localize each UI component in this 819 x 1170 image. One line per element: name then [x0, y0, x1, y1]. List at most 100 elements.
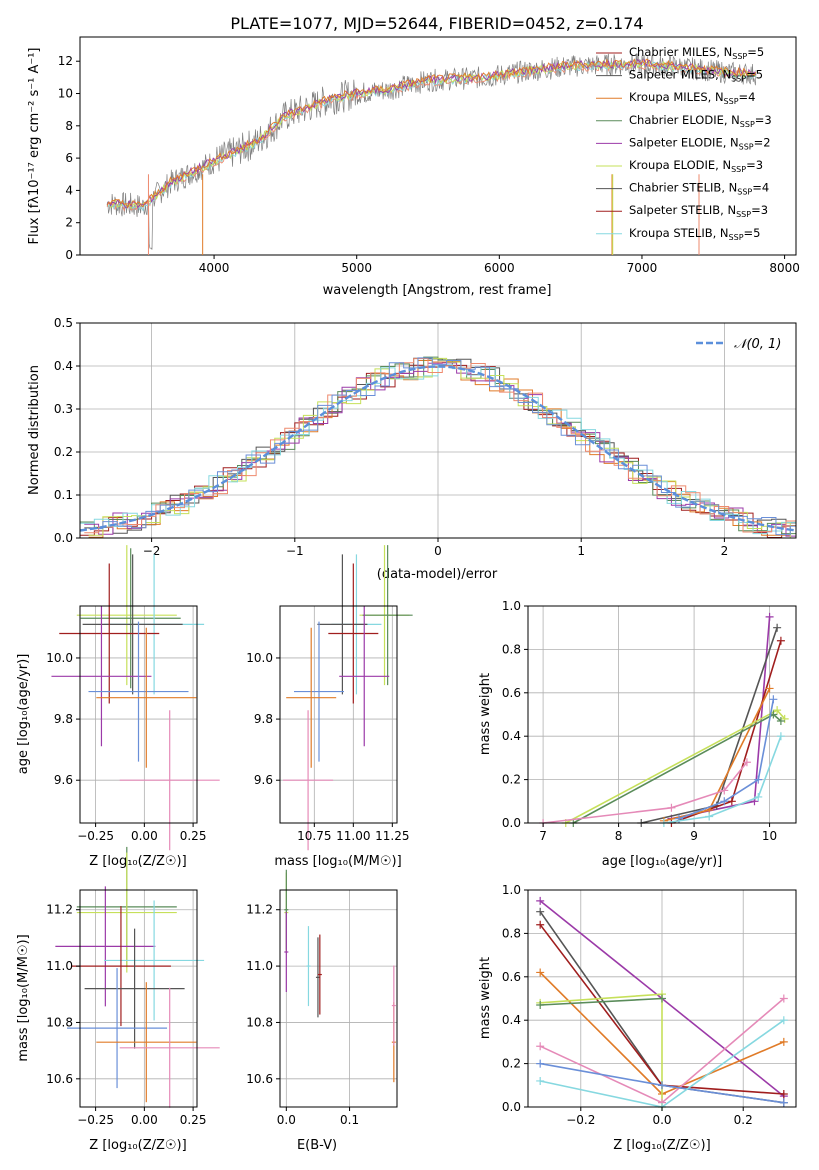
age-mass-ytick-label: 9.6	[254, 773, 273, 787]
model-spectrum-line	[106, 58, 757, 209]
mw-z-xtick-label: 0.0	[652, 1113, 671, 1127]
mass-ebv-ytick-label: 10.8	[246, 1015, 273, 1029]
spectrum-ytick-label: 12	[58, 54, 73, 68]
mass-ebv-ytick-label: 10.6	[246, 1072, 273, 1086]
mw-z-xtick-label: 0.2	[734, 1113, 753, 1127]
residual-xlabel: (data-model)/error	[377, 567, 498, 582]
mw-age-ytick-label: 0.8	[502, 642, 521, 656]
age-z-ytick-label: 9.6	[54, 773, 73, 787]
mw-z-point-marker	[536, 1042, 545, 1051]
spectrum-legend-label: Chabrier MILES, NSSP=5	[629, 45, 764, 61]
mass-z-ytick-label: 11.2	[46, 903, 73, 917]
mw-z-point-marker	[779, 1016, 788, 1025]
spectrum-legend-label: Kroupa STELIB, NSSP=5	[629, 226, 760, 242]
mw-age-ylabel: mass weight	[478, 673, 493, 755]
age-z-xtick-label: 0.00	[131, 829, 158, 843]
mw-age-series-line	[641, 627, 778, 824]
spectrum-legend-label: Salpeter MILES, NSSP=5	[629, 68, 763, 84]
mw-z-point-marker	[779, 1037, 788, 1046]
mass-ebv-axes-frame	[279, 889, 398, 1108]
normal-dist-legend-label: 𝒩(0, 1)	[734, 337, 781, 352]
age-z-axes-frame	[79, 605, 198, 824]
residual-ytick-label: 0.2	[54, 445, 73, 459]
mw-z-series-line	[540, 993, 663, 1107]
mw-age-xtick-label: 7	[539, 829, 547, 843]
age-z-xtick-label: −0.25	[77, 829, 114, 843]
residual-histogram-step	[84, 358, 796, 534]
mw-z-ytick-label: 1.0	[502, 883, 521, 897]
mass-z-ytick-label: 10.8	[46, 1015, 73, 1029]
mw-z-point-marker	[536, 1001, 545, 1010]
mw-age-point-marker	[765, 612, 774, 621]
mw-age-ytick-label: 0.4	[502, 729, 521, 743]
mw-age-point-marker	[667, 803, 676, 812]
mw-age-point-marker	[776, 717, 785, 726]
mass-weight-vs-age-panel: 7 8 9 10 0.0 0.2 0.4 0.6 0.8 1.0 age [log₁₀(age/y…	[478, 599, 797, 869]
age-mass-xlabel: mass [log₁₀(M/M☉)]	[274, 854, 401, 869]
mass-vs-metallicity-panel: −0.25 0.00 0.25 10.6 10.8 11.0 11.2 Z [log₁₀(Z…	[16, 846, 220, 1153]
mw-z-ytick-label: 0.6	[502, 970, 521, 984]
mw-age-ytick-label: 0.6	[502, 686, 521, 700]
mw-z-series-line	[540, 997, 663, 1006]
age-mass-axes-frame	[279, 605, 398, 824]
mass-weight-vs-metallicity-panel: −0.2 0.0 0.2 0.0 0.2 0.4 0.6 0.8 1.0 Z [log₁₀(Z/…	[478, 883, 797, 1153]
mw-z-point-marker	[536, 907, 545, 916]
mass-ebv-ytick-label: 11.0	[246, 959, 273, 973]
spectrum-xtick-label: 6000	[484, 261, 515, 275]
residual-histogram-step	[84, 357, 796, 534]
spectrum-xtick-label: 4000	[199, 261, 230, 275]
mass-ebv-xlabel: E(B-V)	[297, 1138, 337, 1153]
spectrum-legend-label: Chabrier ELODIE, NSSP=3	[629, 113, 772, 129]
residual-legend: 𝒩(0, 1)	[696, 337, 781, 352]
mw-age-point-marker	[769, 695, 778, 704]
data-spectrum-line	[106, 53, 757, 250]
spectrum-legend-label: Kroupa MILES, NSSP=4	[629, 90, 755, 106]
mw-age-point-marker	[720, 797, 729, 806]
residual-histogram-panel: −2 −1 0 1 2 0.0 0.1 0.2 0.3 0.4 0.5 𝒩(0, 1) (data-…	[27, 316, 797, 582]
mw-z-point-marker	[658, 994, 666, 1003]
residual-xtick-label: 2	[721, 544, 729, 558]
mass-z-ytick-label: 11.0	[46, 959, 73, 973]
residual-ytick-label: 0.4	[54, 359, 73, 373]
mw-age-xtick-label: 9	[690, 829, 698, 843]
age-mass-xtick-label: 10.75	[297, 829, 331, 843]
age-mass-ytick-label: 10.0	[246, 651, 273, 665]
mw-z-point-marker	[536, 968, 545, 977]
mw-age-point-marker	[776, 732, 785, 741]
mw-age-series-line	[663, 735, 782, 824]
mw-age-ytick-label: 1.0	[502, 599, 521, 613]
residual-xtick-label: 1	[577, 544, 585, 558]
spectrum-xtick-label: 8000	[769, 261, 800, 275]
spectrum-ytick-label: 0	[65, 248, 73, 262]
spectrum-xlabel: wavelength [Angstrom, rest frame]	[323, 283, 552, 298]
age-z-ytick-label: 9.8	[54, 712, 73, 726]
age-vs-mass-panel: 10.75 11.00 11.25 9.6 9.8 10.0 mass [log₁₀(M/…	[246, 545, 413, 869]
mass-z-xlabel: Z [log₁₀(Z/Z☉)]	[89, 1138, 186, 1153]
mw-z-ytick-label: 0.2	[502, 1057, 521, 1071]
spectrum-ytick-label: 4	[65, 183, 73, 197]
mw-z-point-marker	[779, 1089, 788, 1098]
mass-z-ylabel: mass [log₁₀(M/M☉)]	[16, 934, 31, 1061]
mw-age-xlabel: age [log₁₀(age/yr)]	[602, 854, 723, 869]
residual-histogram-step	[84, 362, 796, 537]
mw-z-ylabel: mass weight	[478, 957, 493, 1039]
age-mass-xtick-label: 11.00	[336, 829, 370, 843]
spectrum-ytick-label: 8	[65, 119, 73, 133]
residual-xtick-label: −1	[286, 544, 304, 558]
mw-age-point-marker	[776, 636, 785, 645]
mass-ebv-ytick-label: 11.2	[246, 903, 273, 917]
mw-age-xtick-label: 10	[762, 829, 777, 843]
residual-xtick-label: 0	[434, 544, 442, 558]
mw-age-point-marker	[727, 797, 736, 806]
mass-z-ytick-label: 10.6	[46, 1072, 73, 1086]
mw-age-point-marker	[754, 775, 763, 784]
age-z-ylabel: age [log₁₀(age/yr)]	[16, 654, 31, 775]
mw-z-point-marker	[658, 1081, 666, 1090]
mw-age-point-marker	[705, 812, 714, 821]
mw-age-point-marker	[720, 786, 729, 795]
mass-z-xtick-label: 0.00	[131, 1113, 158, 1127]
mw-age-series-line	[543, 761, 748, 824]
residual-histogram-step	[80, 364, 796, 535]
mass-z-xtick-label: −0.25	[77, 1113, 114, 1127]
